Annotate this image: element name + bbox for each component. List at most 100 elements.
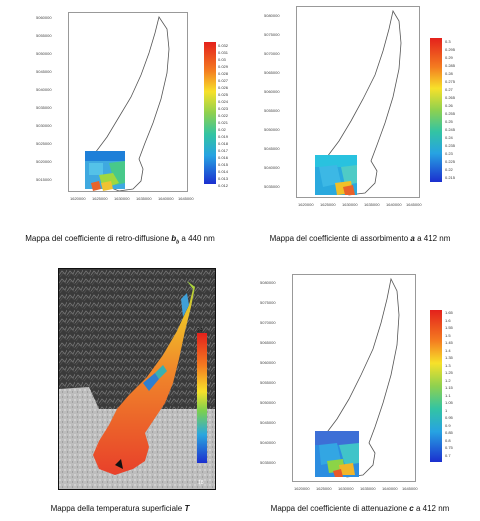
colorbar-label: 0.8 <box>445 437 451 443</box>
colorbar-label: 1.5 <box>445 332 451 338</box>
colorbar-label: 0.235 <box>445 143 456 148</box>
y-tick: 5045000 <box>260 420 276 425</box>
y-tick: 5080000 <box>264 13 280 18</box>
colorbar-label: 0.021 <box>218 120 229 125</box>
colorbar-label: 0.022 <box>218 113 229 118</box>
colorbar-label: 0.255 <box>445 111 456 116</box>
colorbar-label: 0.016 <box>218 155 229 160</box>
colorbar-label: 1.55 <box>445 325 453 330</box>
y-tick: 5060000 <box>264 89 280 94</box>
colorbar-label: 0.24 <box>445 135 453 140</box>
colorbar-label: 1.2 <box>445 377 451 383</box>
x-tick: 1625000 <box>320 202 336 207</box>
colorbar-label: 1.35 <box>445 355 453 360</box>
x-tick: 1620000 <box>298 202 314 207</box>
backscatter-colorbar <box>204 42 216 184</box>
colorbar-label: 0.029 <box>218 64 229 69</box>
colorbar-label: 0.025 <box>218 92 229 97</box>
colorbar-label: 0.026 <box>218 85 229 90</box>
y-tick: 5040000 <box>260 440 276 445</box>
colorbar-label: 0.031 <box>218 50 229 55</box>
colorbar-label: 0.23 <box>445 151 453 156</box>
caption-text: Mappa del coefficiente di retro-diffusio… <box>25 234 172 243</box>
x-tick: 1645000 <box>178 196 194 201</box>
attenuation-map-plot <box>292 274 416 482</box>
colorbar-label: 0.027 <box>218 78 229 83</box>
absorption-colorbar-gradient <box>430 38 442 182</box>
y-tick: 5065000 <box>260 340 276 345</box>
colorbar-label: 0.27 <box>445 87 453 92</box>
y-tick: 5020000 <box>36 159 52 164</box>
panel-temperature-map: 24 18 Mappa della temperatura superficia… <box>0 262 240 521</box>
backscatter-map-svg <box>85 16 170 191</box>
panel-absorption-map: 5080000 5075000 5070000 5065000 5060000 … <box>240 0 480 250</box>
attenuation-colorbar-gradient <box>430 310 442 462</box>
colorbar-label: 0.245 <box>445 127 456 132</box>
colorbar-label: 1.05 <box>445 400 453 405</box>
colorbar-label: 0.85 <box>445 430 453 435</box>
colorbar-label: 0.75 <box>445 445 453 450</box>
x-tick: 1640000 <box>386 202 402 207</box>
colorbar-label: 1.3 <box>445 362 451 368</box>
colorbar-label: 0.03 <box>218 57 226 62</box>
colorbar-label: 0.95 <box>445 415 453 420</box>
colorbar-label: 0.9 <box>445 422 451 428</box>
y-tick: 5045000 <box>264 146 280 151</box>
y-tick: 5060000 <box>36 15 52 20</box>
colorbar-label: 0.018 <box>218 141 229 146</box>
colorbar-label: 0.012 <box>218 183 229 188</box>
y-tick: 5070000 <box>264 51 280 56</box>
caption-variable: bb <box>171 234 180 246</box>
caption-text-suffix: a 412 nm <box>413 504 450 513</box>
temperature-satellite-image <box>58 268 216 490</box>
x-tick: 1640000 <box>382 486 398 491</box>
colorbar-label: 0.215 <box>445 175 456 180</box>
x-tick: 1620000 <box>70 196 86 201</box>
absorption-map-svg <box>315 9 402 196</box>
y-tick: 5035000 <box>264 184 280 189</box>
colorbar-label: 0.019 <box>218 134 229 139</box>
panel-backscatter-map: 5060000 5055000 5050000 5045000 5040000 … <box>0 0 240 250</box>
colorbar-label: 1.25 <box>445 370 453 375</box>
temperature-colorbar-bottom-label: 18 <box>198 480 204 486</box>
x-tick: 1635000 <box>136 196 152 201</box>
caption-variable: T <box>184 504 190 513</box>
y-tick: 5060000 <box>260 360 276 365</box>
colorbar-label: 0.028 <box>218 71 229 76</box>
backscatter-colorbar-gradient <box>204 42 216 184</box>
backscatter-map-plot <box>68 12 188 192</box>
y-tick: 5055000 <box>264 108 280 113</box>
x-tick: 1630000 <box>114 196 130 201</box>
x-tick: 1635000 <box>364 202 380 207</box>
colorbar-label: 1.4 <box>445 347 451 353</box>
y-tick: 5070000 <box>260 320 276 325</box>
colorbar-label: 0.024 <box>218 99 229 104</box>
y-tick: 5040000 <box>36 87 52 92</box>
y-tick: 5075000 <box>264 32 280 37</box>
colorbar-label: 0.285 <box>445 63 456 68</box>
colorbar-label: 1.45 <box>445 340 453 345</box>
x-tick: 1645000 <box>406 202 422 207</box>
y-tick: 5025000 <box>36 141 52 146</box>
backscatter-caption: Mappa del coefficiente di retro-diffusio… <box>2 234 238 246</box>
y-tick: 5055000 <box>36 33 52 38</box>
y-tick: 5040000 <box>264 165 280 170</box>
colorbar-label: 0.29 <box>445 55 453 60</box>
x-tick: 1620000 <box>294 486 310 491</box>
colorbar-label: 0.013 <box>218 176 229 181</box>
colorbar-label: 1.65 <box>445 310 453 315</box>
colorbar-label: 1.6 <box>445 317 451 323</box>
caption-text: Mappa della temperatura superficiale <box>50 504 185 513</box>
colorbar-label: 0.25 <box>445 119 453 124</box>
colorbar-label: 0.28 <box>445 71 453 76</box>
colorbar-label: 0.032 <box>218 43 229 48</box>
absorption-map-plot <box>296 6 420 198</box>
temperature-caption: Mappa della temperatura superficiale T <box>2 504 238 513</box>
temperature-colorbar-top-label: 24 <box>197 328 203 334</box>
y-tick: 5045000 <box>36 69 52 74</box>
panel-attenuation-map: 5080000 5075000 5070000 5065000 5060000 … <box>240 262 480 521</box>
colorbar-label: 0.225 <box>445 159 456 164</box>
caption-variable: c <box>409 504 414 513</box>
colorbar-label: 0.22 <box>445 167 453 172</box>
y-tick: 5035000 <box>260 460 276 465</box>
